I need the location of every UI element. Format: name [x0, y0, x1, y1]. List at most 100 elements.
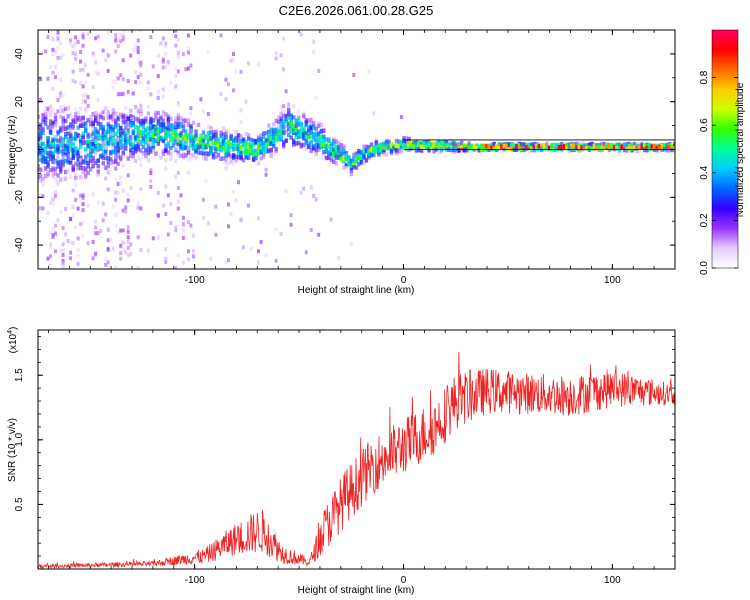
spectrogram-noise-cell [139, 60, 143, 65]
spectrogram-cell [372, 152, 376, 157]
spectrogram-cell [174, 130, 178, 135]
spectrogram-cell [96, 129, 100, 134]
spectrogram-cell [69, 160, 73, 165]
spectrogram-noise-cell [69, 38, 73, 43]
spectrogram-noise-cell [146, 145, 150, 150]
spectrogram-noise-cell [124, 250, 128, 255]
spectrogram-noise-cell [91, 85, 95, 90]
spectrogram-cell [287, 112, 291, 117]
spectrogram-cell [209, 147, 213, 152]
spectrogram-cell [64, 143, 68, 149]
spectrogram-noise-cell [181, 260, 185, 265]
spectrogram-cell [171, 130, 176, 136]
spectrogram-noise-cell [46, 256, 50, 261]
spectrogram-cell [547, 145, 552, 151]
spectrogram-cell [209, 140, 213, 145]
spectrogram-noise-cell [74, 56, 78, 61]
spectrogram-noise-cell [317, 232, 321, 237]
spectrogram-cell [146, 151, 151, 156]
spectrogram-cell [344, 153, 349, 158]
spectrogram-cell [38, 173, 43, 179]
spectrogram-cell [101, 144, 105, 149]
spectrogram-noise-cell [139, 163, 143, 167]
spectrogram-cell [179, 130, 183, 136]
spectrogram-cell [575, 145, 579, 150]
spectrogram-cell [51, 155, 55, 161]
spectrogram-noise-cell [121, 92, 125, 97]
spectrogram-cell [48, 119, 53, 124]
spectrogram-noise-cell [189, 63, 193, 68]
spectrogram-cell [582, 143, 587, 148]
spectrogram-noise-cell [61, 242, 65, 247]
spectrogram-cell [307, 131, 311, 137]
spectrogram-cell [490, 145, 494, 150]
spectrogram-x-ticks: -100 0 100 [48, 30, 676, 286]
spectrogram-noise-cell [244, 99, 248, 104]
spectrogram-cell [617, 146, 622, 151]
spectrogram-cell [600, 141, 604, 147]
spectrogram-noise-cell [61, 145, 65, 150]
spectrogram-cell [229, 141, 233, 147]
spectrogram-cell [224, 128, 228, 134]
spectrogram-noise-cell [66, 168, 70, 173]
spectrogram-noise-cell [61, 138, 65, 143]
spectrogram-cell [124, 113, 128, 119]
spectrogram-noise-cell [38, 107, 40, 112]
spectrogram-cell [332, 150, 336, 155]
spectrogram-cell [251, 157, 256, 162]
spectrogram-cell [402, 136, 406, 141]
spectrogram-noise-cell [119, 175, 123, 180]
spectrogram-cell [119, 128, 123, 133]
spectrogram-cell [46, 139, 50, 144]
spectrogram-cell [620, 144, 624, 149]
spectrogram-cell [414, 140, 419, 145]
spectrogram-noise-cell [51, 226, 55, 231]
spectrogram-cell [48, 144, 53, 149]
spectrogram-cell [159, 116, 163, 121]
spectrogram-cell [269, 141, 273, 146]
spectrogram-noise-cell [71, 125, 75, 130]
spectrogram-cell [241, 150, 246, 155]
spectrogram-noise-cell [61, 104, 65, 109]
spectrogram-cell [307, 124, 311, 129]
spectrogram-cell [269, 135, 273, 141]
spectrogram-cell [354, 165, 359, 170]
spectrogram-cell [585, 146, 589, 151]
spectrogram-cell [312, 144, 316, 149]
spectrogram-noise-cell [106, 247, 110, 252]
spectrogram-noise-cell [176, 52, 180, 57]
spectrogram-cell [101, 148, 105, 154]
spectrogram-cell [332, 142, 336, 147]
spectrogram-noise-cell [149, 184, 153, 189]
spectrogram-noise-cell [61, 52, 65, 57]
spectrogram-noise-cell [104, 257, 108, 262]
spectrogram-cell [76, 150, 80, 155]
spectrogram-noise-cell [284, 89, 288, 94]
spectrogram-cell [302, 135, 306, 141]
spectrogram-noise-cell [179, 193, 183, 198]
spectrogram-cell [166, 125, 171, 131]
spectrogram-noise-cell [79, 106, 83, 111]
spectrogram-noise-cell [94, 60, 98, 65]
spectrogram-noise-cell [106, 164, 110, 169]
spectrogram-cell [134, 137, 138, 143]
spectrogram-cell [41, 130, 45, 135]
spectrogram-cell [199, 150, 203, 155]
spectrogram-noise-cell [84, 79, 88, 84]
spectrogram-noise-cell [94, 252, 98, 257]
spectrogram-noise-cell [61, 264, 65, 269]
spectrogram-cell [129, 147, 133, 153]
spectrogram-cell [124, 137, 128, 143]
spectrogram-noise-cell [124, 209, 128, 214]
spectrogram-cell [106, 121, 110, 127]
spectrogram-cell [580, 140, 584, 146]
spectrogram-cell [59, 141, 63, 147]
spectrogram-noise-cell [61, 127, 65, 132]
spectrogram-cell [126, 156, 130, 161]
spectrogram-cell [647, 146, 652, 152]
spectrogram-cell [111, 112, 115, 117]
spectrogram-noise-cell [39, 77, 42, 82]
spectrogram-cell [317, 147, 321, 152]
spectrogram-noise-cell [176, 56, 180, 60]
spectrogram-noise-cell [76, 262, 80, 266]
